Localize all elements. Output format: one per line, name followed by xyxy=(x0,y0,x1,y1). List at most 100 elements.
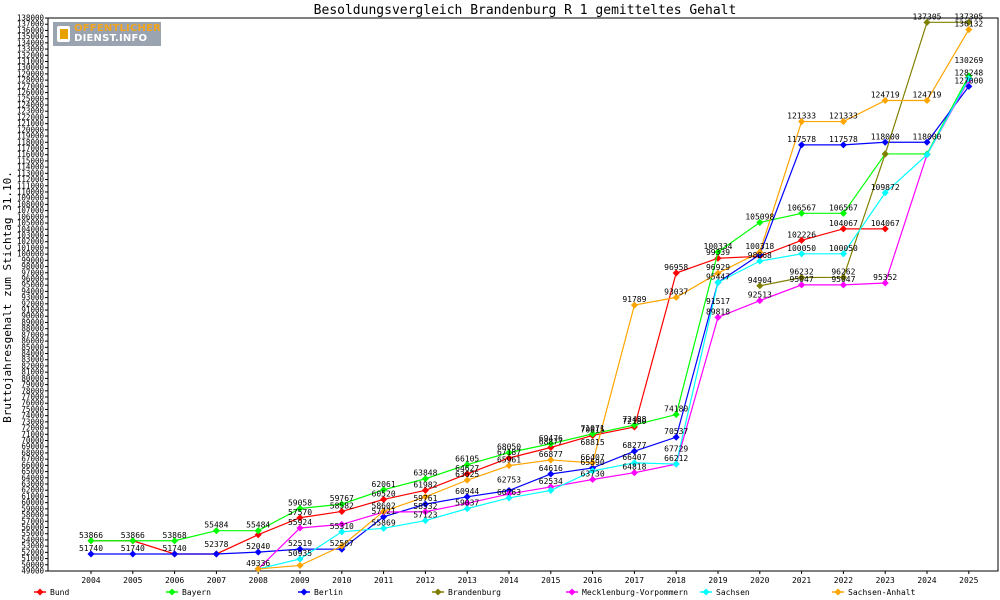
data-label: 95047 xyxy=(831,275,855,284)
data-point xyxy=(756,297,764,305)
x-tick-label: 2025 xyxy=(959,576,978,585)
y-tick-label: 75000 xyxy=(21,405,44,414)
data-point xyxy=(463,493,471,501)
y-tick-label: 137000 xyxy=(17,20,45,29)
data-label: 57123 xyxy=(413,511,437,520)
data-point xyxy=(839,250,847,258)
data-label: 95047 xyxy=(790,275,814,284)
data-label: 52519 xyxy=(288,539,312,548)
y-tick-label: 56000 xyxy=(21,523,44,532)
data-label: 96232 xyxy=(790,268,814,277)
legend-marker xyxy=(702,588,710,596)
data-label: 89818 xyxy=(706,307,730,316)
y-tick-label: 121000 xyxy=(17,119,45,128)
data-label: 66212 xyxy=(664,454,688,463)
data-point xyxy=(965,26,973,34)
x-tick-label: 2012 xyxy=(416,576,435,585)
data-label: 72180 xyxy=(622,417,646,426)
data-label: 137305 xyxy=(954,12,983,21)
x-tick-label: 2013 xyxy=(458,576,477,585)
data-label: 53866 xyxy=(79,531,103,540)
data-point xyxy=(589,475,597,484)
data-point xyxy=(881,189,889,197)
y-tick-label: 104000 xyxy=(17,225,45,234)
data-label: 62753 xyxy=(497,476,521,485)
y-tick-label: 80000 xyxy=(21,374,44,383)
y-tick-label: 51000 xyxy=(21,554,44,563)
y-tick-label: 122000 xyxy=(17,113,45,122)
y-tick-label: 87000 xyxy=(21,330,44,339)
x-tick-label: 2011 xyxy=(374,576,393,585)
data-point xyxy=(254,565,262,573)
y-tick-label: 79000 xyxy=(21,380,44,389)
x-tick-label: 2016 xyxy=(583,576,602,585)
y-tick-label: 91000 xyxy=(21,306,44,315)
data-label: 67187 xyxy=(497,448,521,457)
y-tick-label: 57000 xyxy=(21,517,44,526)
data-point xyxy=(589,467,597,475)
data-label: 102226 xyxy=(787,230,816,239)
data-point xyxy=(672,460,680,468)
y-tick-label: 92000 xyxy=(21,299,44,308)
data-label: 70537 xyxy=(664,427,688,436)
legend: Bund Bayern Berlin Brandenburg Mecklenburg-V… xyxy=(34,588,916,597)
data-point xyxy=(630,469,638,477)
x-tick-label: 2019 xyxy=(708,576,727,585)
data-point xyxy=(881,150,889,158)
data-label: 72488 xyxy=(622,415,646,424)
data-point xyxy=(296,555,304,563)
series-line xyxy=(91,75,970,542)
data-label: 104067 xyxy=(871,219,900,228)
site-logo: OFFENTLICHER DIENST.INFO xyxy=(53,22,161,46)
y-tick-label: 115000 xyxy=(17,156,45,165)
data-point xyxy=(547,443,555,452)
data-point xyxy=(881,225,889,233)
y-tick-label: 128000 xyxy=(17,76,45,85)
data-point xyxy=(923,96,931,105)
data-point xyxy=(965,75,973,83)
data-point xyxy=(923,151,931,159)
y-tick-label: 102000 xyxy=(17,237,45,246)
data-label: 100334 xyxy=(704,242,733,251)
legend-marker xyxy=(434,588,442,596)
data-label: 60763 xyxy=(497,488,521,497)
y-tick-label: 58000 xyxy=(21,511,44,520)
data-point xyxy=(756,218,764,226)
data-point xyxy=(254,531,262,539)
data-point xyxy=(421,486,429,494)
y-tick-label: 99000 xyxy=(21,256,44,265)
data-label: 55924 xyxy=(288,518,312,527)
y-tick-label: 110000 xyxy=(17,187,45,196)
data-label: 57721 xyxy=(372,507,396,516)
x-tick-label: 2010 xyxy=(332,576,351,585)
series-line xyxy=(258,29,970,570)
x-tick-label: 2022 xyxy=(834,576,853,585)
y-tick-label: 85000 xyxy=(21,343,44,352)
data-point xyxy=(589,459,597,467)
data-label: 98868 xyxy=(748,251,772,260)
data-label: 109872 xyxy=(871,183,900,192)
data-label: 71071 xyxy=(581,424,605,433)
series-line xyxy=(91,228,886,555)
y-tick-label: 105000 xyxy=(17,219,45,228)
data-label: 91517 xyxy=(706,297,730,306)
data-point xyxy=(630,459,638,467)
y-tick-label: 63000 xyxy=(21,480,44,489)
data-point xyxy=(798,281,806,289)
y-tick-label: 95000 xyxy=(21,281,44,290)
y-tick-label: 132000 xyxy=(17,51,45,60)
y-tick-label: 96000 xyxy=(21,274,44,283)
data-point xyxy=(421,516,429,525)
data-label: 52040 xyxy=(246,542,270,551)
data-label: 96262 xyxy=(831,267,855,276)
data-label: 66407 xyxy=(581,453,605,462)
data-point xyxy=(630,301,638,309)
data-point xyxy=(547,470,555,478)
y-tick-label: 114000 xyxy=(17,163,45,172)
y-tick-label: 112000 xyxy=(17,175,45,184)
y-tick-label: 77000 xyxy=(21,393,44,402)
data-label: 130269 xyxy=(954,56,983,65)
data-label: 55869 xyxy=(372,518,396,527)
y-tick-label: 120000 xyxy=(17,125,45,134)
data-label: 63848 xyxy=(413,469,437,478)
